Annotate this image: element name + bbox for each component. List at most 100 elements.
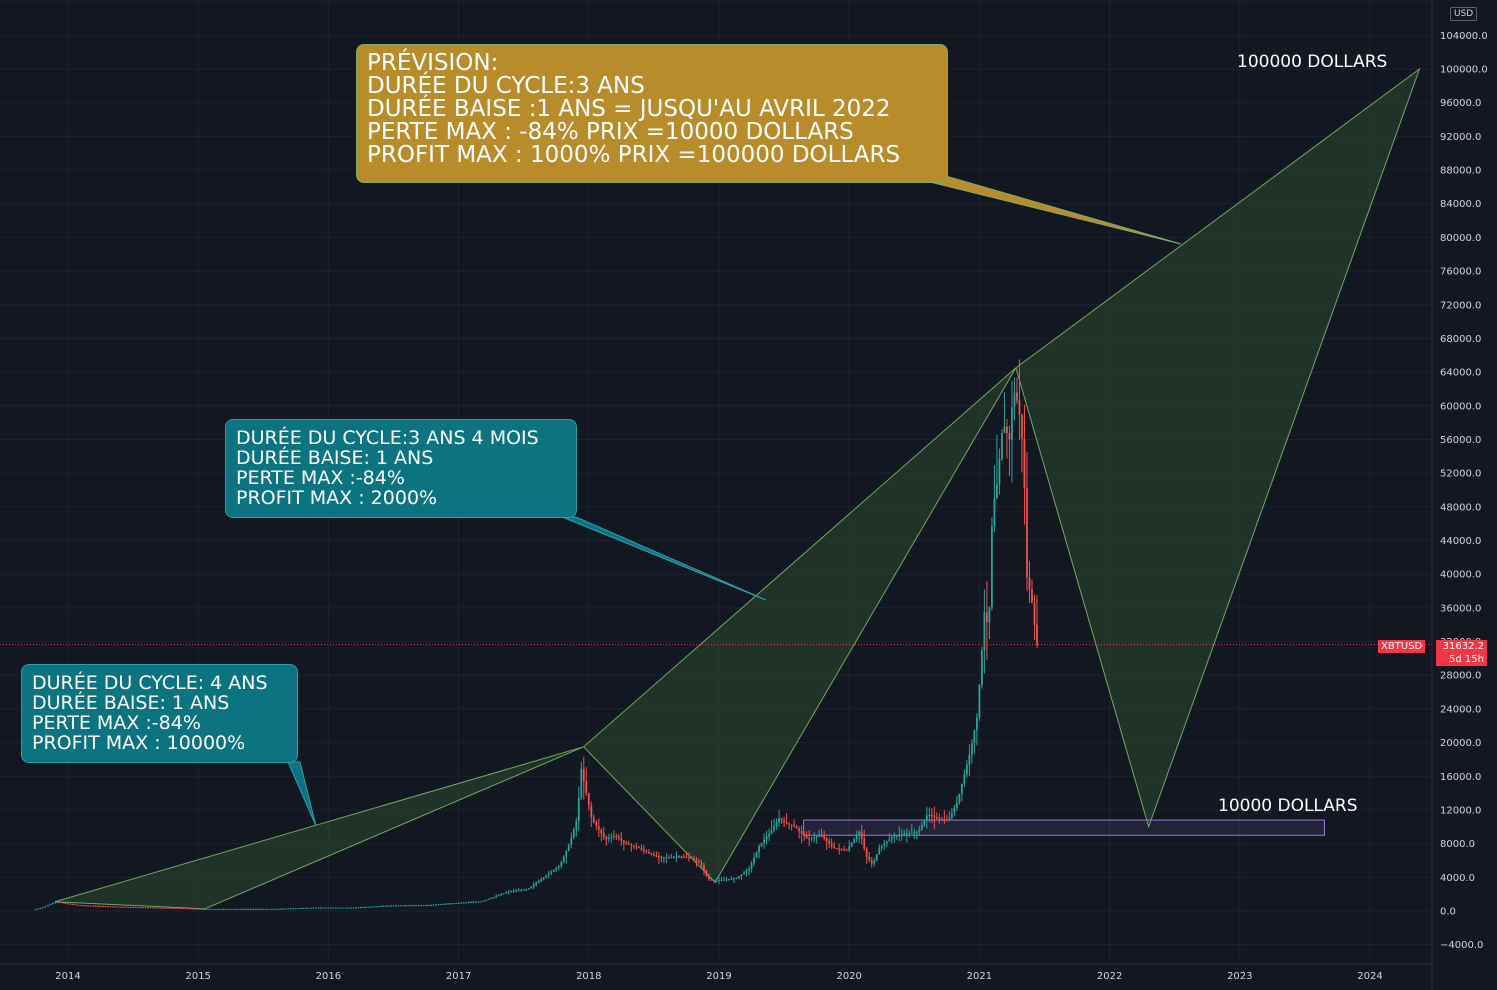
candle-body	[62, 902, 64, 904]
candle-body	[535, 882, 538, 885]
candle-body	[327, 907, 330, 909]
candle-body	[755, 851, 758, 858]
candle-body	[960, 784, 963, 794]
candle-body	[663, 857, 665, 859]
candle-body	[1033, 602, 1036, 625]
candle-body	[555, 867, 558, 870]
cycle2-callout[interactable]: DURÉE DU CYCLE:3 ANS 4 MOIS DURÉE BAISE:…	[225, 419, 577, 518]
candle-body	[1001, 433, 1003, 459]
candle-body	[725, 879, 728, 881]
candle-body	[122, 906, 124, 908]
candle-body	[347, 907, 350, 909]
zigzag-layer	[54, 67, 1421, 910]
candle-body	[467, 902, 470, 904]
candle-body	[57, 902, 59, 904]
candle-body	[565, 850, 568, 857]
candle-body	[748, 868, 750, 871]
candle-body	[1006, 426, 1008, 434]
candle-body	[935, 816, 938, 818]
candle-body	[445, 903, 447, 905]
price-tick-label: 24000.0	[1440, 704, 1481, 715]
candle-body	[1011, 407, 1013, 440]
candle-body	[139, 907, 142, 909]
price-tick-label: 0.0	[1440, 907, 1456, 918]
candle-body	[733, 878, 735, 880]
candle-body	[69, 903, 72, 905]
candle-body	[883, 843, 886, 846]
candle-body	[269, 908, 272, 910]
candle-body	[760, 842, 763, 847]
candle-body	[582, 768, 585, 781]
candle-body	[299, 908, 302, 910]
candle-body	[249, 908, 252, 910]
candle-body	[815, 836, 818, 838]
candle-body	[653, 854, 655, 856]
cycle1-callout-pointer	[287, 761, 317, 827]
candle-body	[898, 835, 901, 837]
candle-body	[843, 849, 846, 851]
candle-body	[460, 902, 463, 904]
price-tick-label: −4000.0	[1440, 940, 1483, 951]
candle-body	[1036, 624, 1038, 645]
candle-body	[713, 880, 715, 882]
candle-body	[690, 857, 693, 859]
candle-body	[512, 890, 515, 892]
candle-body	[42, 907, 44, 909]
time-tick-label: 2019	[706, 971, 731, 982]
cycle2-bear-duration: DURÉE BAISE: 1 ANS	[236, 447, 434, 469]
candle-body	[492, 897, 495, 899]
candle-body	[217, 908, 220, 910]
candle-body	[572, 829, 575, 838]
candle-body	[622, 840, 625, 843]
candle-body	[224, 908, 227, 910]
candle-body	[465, 902, 468, 904]
candle-body	[242, 908, 245, 910]
candle-body	[673, 856, 675, 858]
candle-body	[858, 831, 861, 836]
candle-body	[828, 841, 831, 844]
time-axis[interactable]: 2014 2015 2016 2017 2018 2019 2020 2021 2022 2023…	[55, 971, 1382, 982]
candle-body	[808, 838, 811, 840]
candle-body	[1031, 589, 1033, 603]
candle-body	[495, 896, 498, 898]
candle-body	[532, 884, 535, 887]
candle-body	[64, 902, 67, 904]
candle-body	[615, 835, 618, 837]
candle-body	[890, 837, 893, 840]
candle-body	[515, 890, 518, 892]
candle-body	[34, 909, 37, 911]
candle-body	[940, 818, 943, 820]
candle-body	[187, 908, 190, 910]
cycle1-callout[interactable]: DURÉE DU CYCLE: 4 ANS DURÉE BAISE: 1 ANS…	[21, 664, 298, 763]
price-tick-label: 72000.0	[1440, 300, 1481, 311]
candle-body	[793, 825, 796, 827]
candle-body	[1018, 400, 1021, 415]
currency-label[interactable]: USD	[1450, 7, 1478, 21]
candle-body	[632, 845, 635, 847]
candle-body	[332, 907, 335, 909]
candle-body	[1021, 414, 1023, 439]
candle-body	[557, 865, 560, 868]
candle-body	[202, 908, 205, 910]
candle-body	[267, 908, 270, 910]
candle-body	[154, 907, 157, 909]
candle-body	[252, 908, 255, 910]
candle-body	[159, 907, 162, 909]
candle-body	[500, 894, 503, 896]
time-tick-label: 2015	[185, 971, 210, 982]
candle-body	[938, 817, 941, 819]
forecast-max-profit: PROFIT MAX : 1000% PRIX =100000 DOLLARS	[367, 142, 901, 168]
candle-body	[785, 822, 788, 824]
candle-body	[432, 904, 435, 906]
candle-body	[758, 846, 760, 852]
candle-body	[337, 907, 340, 909]
candle-body	[365, 906, 367, 908]
symbol-price-tag: XBTUSD	[1378, 640, 1426, 653]
forecast-callout[interactable]: PRÉVISION: DURÉE DU CYCLE:3 ANS DURÉE BA…	[356, 44, 948, 183]
candle-body	[853, 839, 856, 843]
candle-body	[788, 823, 791, 825]
candle-body	[257, 908, 260, 910]
candle-body	[480, 901, 483, 903]
time-tick-label: 2023	[1227, 971, 1252, 982]
candle-body	[693, 858, 695, 860]
